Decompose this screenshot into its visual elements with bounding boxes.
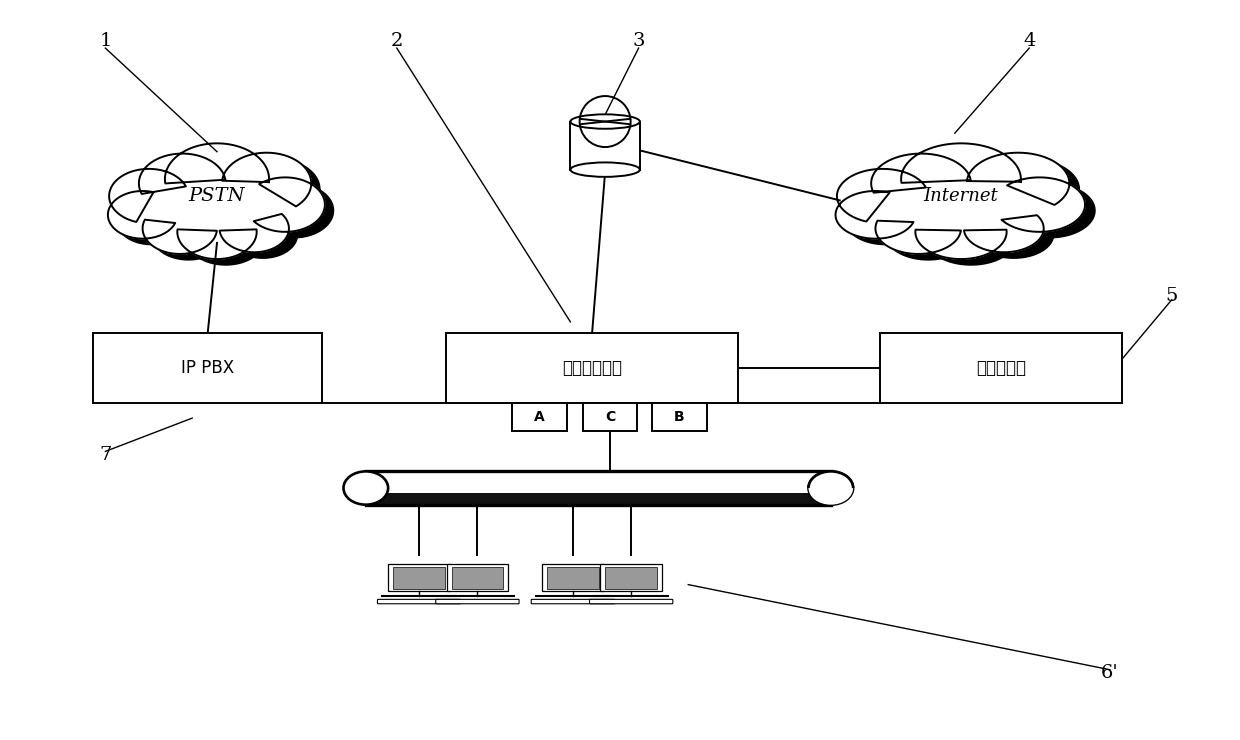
Polygon shape xyxy=(846,149,1095,265)
FancyBboxPatch shape xyxy=(435,599,520,604)
Ellipse shape xyxy=(808,471,853,505)
Text: B: B xyxy=(675,411,684,424)
Text: 7: 7 xyxy=(99,446,112,464)
Text: PSTN: PSTN xyxy=(188,187,246,205)
Text: 以太网交换机: 以太网交换机 xyxy=(562,359,622,377)
Polygon shape xyxy=(117,149,334,265)
Bar xyxy=(451,567,503,589)
Bar xyxy=(512,403,567,431)
Text: 1: 1 xyxy=(99,32,112,50)
Polygon shape xyxy=(108,144,325,259)
Bar xyxy=(366,493,831,505)
Bar xyxy=(446,333,738,403)
FancyBboxPatch shape xyxy=(531,599,615,604)
Bar xyxy=(393,567,445,589)
Ellipse shape xyxy=(570,162,640,177)
Text: A: A xyxy=(534,411,544,424)
Ellipse shape xyxy=(570,114,640,129)
Text: 5: 5 xyxy=(1166,287,1178,305)
Bar xyxy=(93,333,322,403)
Bar xyxy=(570,121,640,169)
Ellipse shape xyxy=(808,471,853,505)
Text: Internet: Internet xyxy=(924,187,998,205)
Text: 6': 6' xyxy=(1101,665,1118,682)
Bar xyxy=(547,567,599,589)
Bar xyxy=(388,565,450,591)
Bar xyxy=(366,471,831,505)
Polygon shape xyxy=(836,144,1085,259)
FancyBboxPatch shape xyxy=(589,599,673,604)
FancyBboxPatch shape xyxy=(377,599,461,604)
Bar xyxy=(652,403,707,431)
Bar xyxy=(542,565,604,591)
Bar xyxy=(583,403,637,431)
Bar xyxy=(880,333,1122,403)
Bar xyxy=(600,565,662,591)
Text: IP PBX: IP PBX xyxy=(181,359,234,377)
Ellipse shape xyxy=(343,471,388,505)
Bar xyxy=(605,567,657,589)
Text: 2: 2 xyxy=(391,32,403,50)
Text: 录音服务器: 录音服务器 xyxy=(976,359,1027,377)
Text: 4: 4 xyxy=(1023,32,1035,50)
Text: C: C xyxy=(605,411,615,424)
Text: 3: 3 xyxy=(632,32,645,50)
Bar xyxy=(446,565,508,591)
